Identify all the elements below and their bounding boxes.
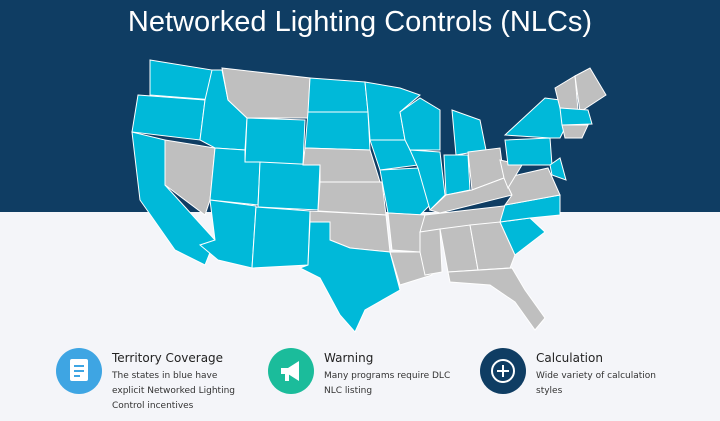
state — [443, 154, 471, 196]
us-map — [131, 59, 607, 333]
state — [198, 199, 257, 269]
state — [221, 67, 311, 119]
state — [503, 167, 561, 206]
state — [561, 124, 589, 139]
title: Networked Lighting Controls (NLCs) — [127, 6, 593, 38]
icon — [480, 348, 526, 394]
icon-glyph — [281, 361, 299, 381]
state — [131, 94, 206, 141]
item-title: Calculation — [536, 351, 603, 365]
state — [244, 117, 306, 166]
state — [149, 59, 215, 101]
icon — [268, 348, 314, 394]
item-text: The states in blue have explicit Network… — [112, 371, 236, 411]
state — [257, 161, 321, 211]
state — [559, 107, 593, 126]
item-text: Wide variety of calculation styles — [536, 371, 657, 396]
state — [419, 228, 443, 276]
icon-glyph — [491, 359, 515, 383]
state — [574, 67, 607, 113]
item-title: Warning — [324, 351, 374, 365]
item-title: Territory Coverage — [112, 351, 224, 365]
icon-glyph — [70, 359, 88, 381]
state — [503, 97, 566, 139]
item-text: Many programs require DLC NLC listing — [324, 371, 451, 396]
state — [504, 137, 553, 166]
state — [164, 139, 216, 216]
state — [379, 167, 431, 216]
state — [451, 109, 487, 156]
state — [307, 77, 369, 113]
state — [469, 221, 516, 271]
state — [298, 221, 401, 333]
state — [549, 157, 567, 181]
state — [447, 267, 546, 331]
state — [317, 181, 387, 216]
icon — [56, 348, 102, 394]
state — [399, 97, 441, 151]
state — [304, 111, 371, 151]
state — [251, 206, 311, 269]
